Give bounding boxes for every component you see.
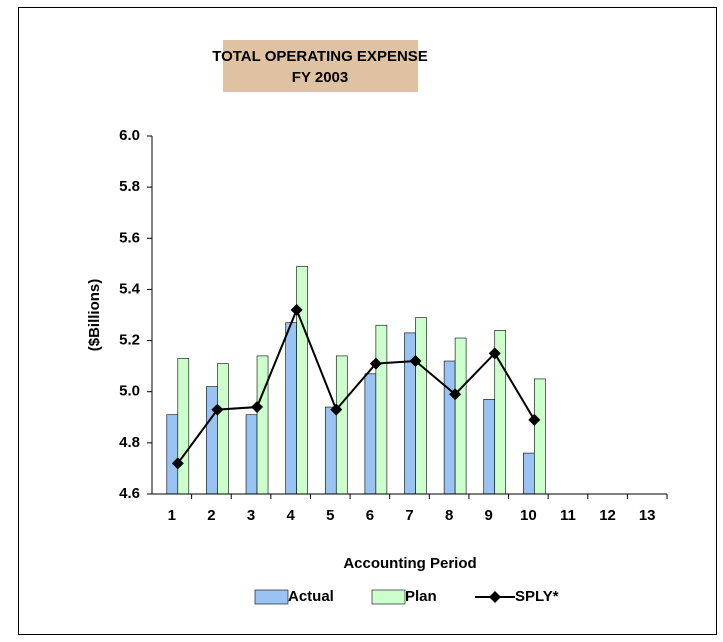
bar: [443, 360, 456, 495]
marker: [330, 403, 343, 416]
x-tick-label: 13: [639, 507, 656, 524]
marker: [409, 355, 422, 368]
x-tick-label: 1: [168, 507, 176, 524]
x-tick-label: 9: [485, 507, 493, 524]
y-tick-label: 4.6: [119, 485, 140, 502]
bar: [166, 414, 179, 495]
legend-label: Actual: [288, 588, 334, 605]
chart-title: TOTAL OPERATING EXPENSE: [212, 48, 428, 65]
y-tick-label: 5.4: [119, 280, 141, 297]
x-tick-label: 11: [560, 507, 576, 524]
marker: [528, 413, 541, 426]
marker: [449, 388, 462, 401]
bar: [375, 324, 388, 495]
y-axis-label: ($Billions): [86, 279, 103, 352]
x-tick-label: 3: [247, 507, 255, 524]
x-axis-label: Accounting Period: [343, 555, 476, 572]
y-tick-label: 5.8: [119, 178, 140, 195]
y-tick-label: 5.0: [119, 383, 140, 400]
legend-swatch: [371, 589, 406, 605]
marker: [488, 347, 501, 360]
bar: [177, 358, 190, 495]
y-tick-label: 5.6: [119, 229, 140, 246]
bar: [245, 414, 258, 495]
x-tick-label: 4: [286, 507, 295, 524]
marker: [211, 403, 224, 416]
y-tick-label: 5.2: [119, 332, 140, 349]
legend-marker: [489, 591, 501, 603]
x-tick-label: 6: [366, 507, 374, 524]
bar: [285, 322, 297, 495]
legend-label: SPLY*: [515, 588, 559, 605]
line: [177, 307, 536, 464]
bar: [296, 266, 308, 495]
x-tick-label: 12: [599, 507, 616, 524]
bar: [483, 399, 496, 495]
x-tick-label: 5: [326, 507, 334, 524]
x-tick-label: 7: [405, 507, 413, 524]
marker: [290, 303, 303, 316]
x-tick-label: 10: [520, 507, 537, 524]
legend-label: Plan: [405, 588, 437, 605]
bar: [335, 355, 348, 495]
title-box: [223, 40, 418, 92]
bar: [206, 386, 218, 495]
marker: [369, 357, 382, 370]
chart-subtitle: FY 2003: [292, 69, 348, 86]
bar: [256, 355, 269, 495]
marker: [171, 457, 184, 470]
bar: [415, 317, 427, 495]
bar: [364, 373, 377, 495]
x-tick-label: 2: [207, 507, 215, 524]
y-tick-label: 4.8: [119, 434, 140, 451]
bar: [454, 337, 467, 495]
legend-swatch: [254, 589, 289, 605]
y-tick-label: 6.0: [119, 127, 140, 144]
bar: [324, 406, 337, 495]
x-tick-label: 8: [445, 507, 453, 524]
bar: [523, 452, 535, 495]
marker: [251, 401, 264, 414]
bar: [217, 363, 229, 495]
bar: [534, 378, 546, 495]
chart-frame: [18, 7, 717, 635]
